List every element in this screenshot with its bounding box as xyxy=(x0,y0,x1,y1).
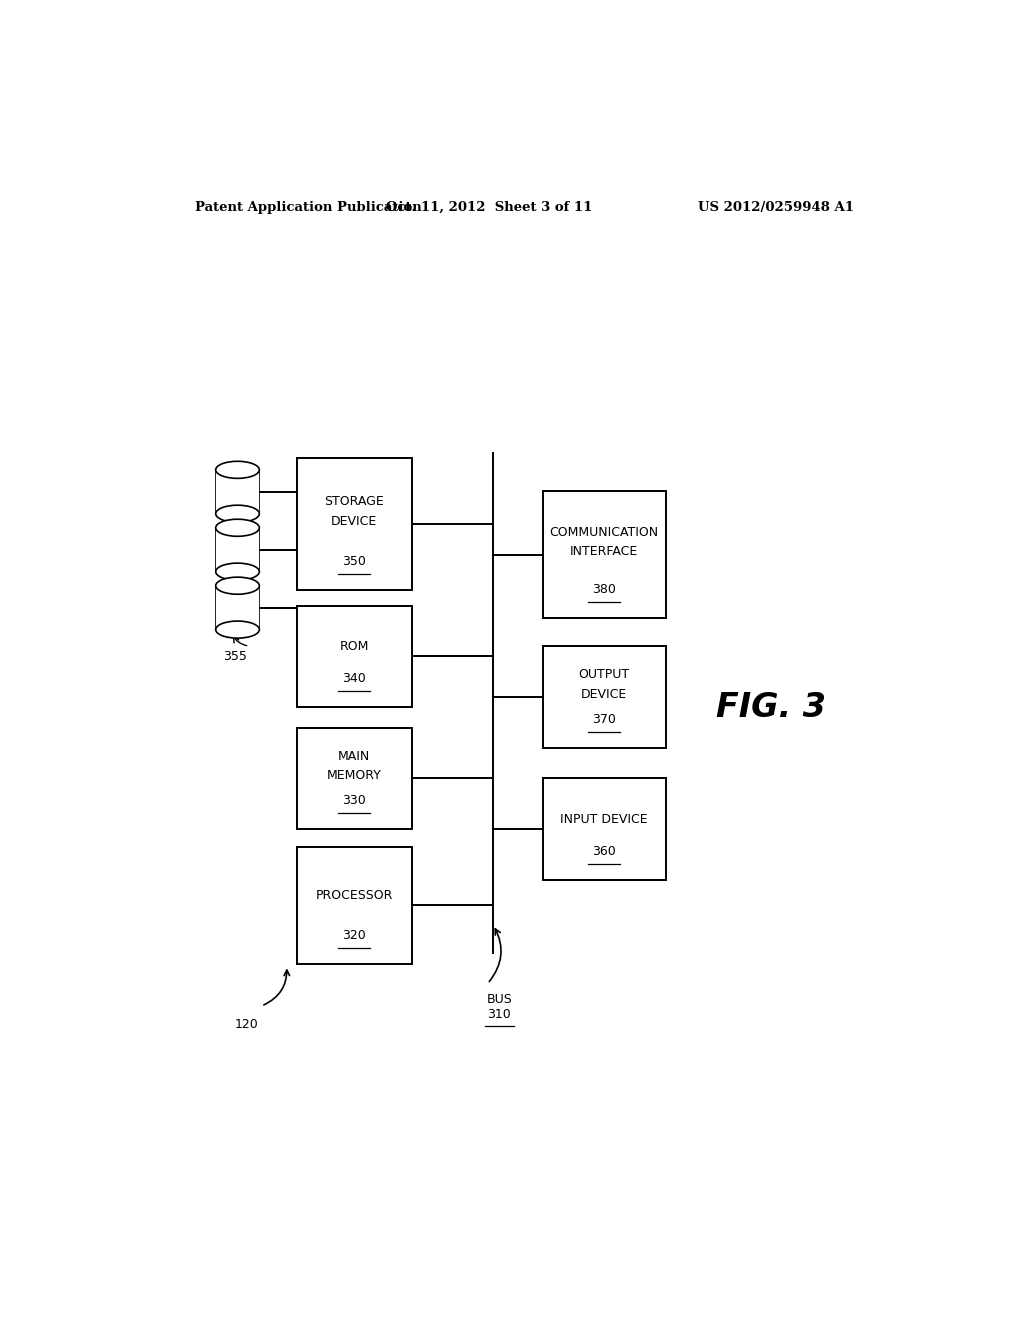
Text: Patent Application Publication: Patent Application Publication xyxy=(196,201,422,214)
Bar xyxy=(297,847,412,964)
Bar xyxy=(543,647,666,748)
Bar xyxy=(216,470,259,513)
Text: OUTPUT: OUTPUT xyxy=(579,668,630,681)
Text: MAIN: MAIN xyxy=(338,750,371,763)
Text: INTERFACE: INTERFACE xyxy=(570,545,638,558)
Text: US 2012/0259948 A1: US 2012/0259948 A1 xyxy=(698,201,854,214)
Bar xyxy=(216,586,259,630)
Text: FIG. 3: FIG. 3 xyxy=(716,690,825,723)
Ellipse shape xyxy=(216,506,259,523)
Text: 340: 340 xyxy=(342,672,366,685)
Text: ROM: ROM xyxy=(340,640,369,653)
Text: DEVICE: DEVICE xyxy=(581,688,628,701)
Ellipse shape xyxy=(216,461,259,478)
Text: STORAGE: STORAGE xyxy=(325,495,384,508)
Text: 360: 360 xyxy=(592,845,616,858)
Ellipse shape xyxy=(216,519,259,536)
Text: 370: 370 xyxy=(592,713,616,726)
Bar xyxy=(297,606,412,708)
Text: INPUT DEVICE: INPUT DEVICE xyxy=(560,813,648,825)
Text: 330: 330 xyxy=(342,795,366,808)
Text: 120: 120 xyxy=(236,1018,259,1031)
Ellipse shape xyxy=(216,577,259,594)
Text: PROCESSOR: PROCESSOR xyxy=(315,888,393,902)
Text: Oct. 11, 2012  Sheet 3 of 11: Oct. 11, 2012 Sheet 3 of 11 xyxy=(386,201,592,214)
Ellipse shape xyxy=(216,564,259,581)
Text: 310: 310 xyxy=(487,1007,511,1020)
Text: DEVICE: DEVICE xyxy=(331,515,377,528)
Text: 350: 350 xyxy=(342,556,367,569)
Text: 320: 320 xyxy=(342,929,366,942)
Ellipse shape xyxy=(216,622,259,638)
Bar xyxy=(297,727,412,829)
Text: 355: 355 xyxy=(223,649,247,663)
Text: MEMORY: MEMORY xyxy=(327,768,382,781)
Text: BUS: BUS xyxy=(486,994,512,1006)
Bar xyxy=(297,458,412,590)
Text: COMMUNICATION: COMMUNICATION xyxy=(550,525,658,539)
Bar xyxy=(216,528,259,572)
Bar xyxy=(543,779,666,880)
Text: 380: 380 xyxy=(592,583,616,597)
Bar xyxy=(543,491,666,618)
